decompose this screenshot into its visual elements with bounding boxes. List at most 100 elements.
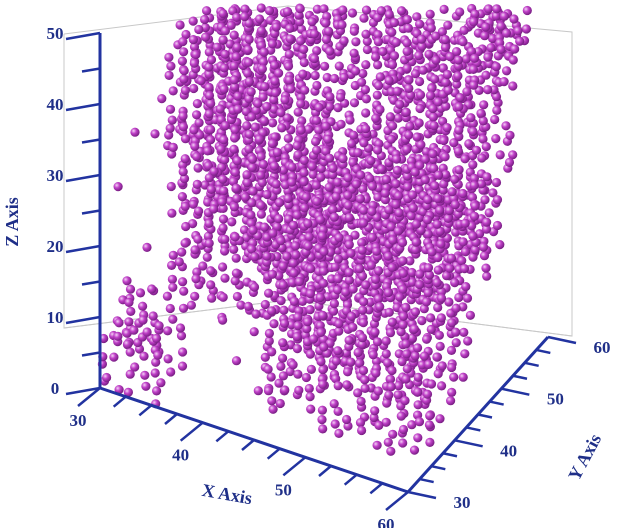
data-point xyxy=(447,362,457,373)
data-point xyxy=(447,387,457,397)
data-point xyxy=(433,265,443,275)
data-point xyxy=(415,269,425,279)
data-point xyxy=(226,20,236,30)
data-point xyxy=(231,183,241,193)
data-point xyxy=(229,244,239,254)
data-point xyxy=(355,194,365,204)
data-point xyxy=(262,189,272,200)
data-point xyxy=(293,107,303,117)
data-point xyxy=(441,170,451,180)
data-point xyxy=(402,46,412,57)
data-point xyxy=(333,285,343,295)
data-point xyxy=(293,312,303,322)
data-point xyxy=(492,105,502,115)
data-point xyxy=(323,134,333,144)
data-point xyxy=(334,326,344,336)
data-point xyxy=(415,279,425,290)
data-point xyxy=(177,56,187,66)
data-point xyxy=(219,63,229,73)
data-point xyxy=(142,327,152,337)
data-point xyxy=(482,172,492,182)
data-point xyxy=(482,271,492,281)
data-point xyxy=(296,125,306,135)
data-point xyxy=(299,44,309,55)
data-point xyxy=(429,121,439,131)
data-point xyxy=(280,95,290,105)
data-point xyxy=(434,330,444,340)
data-point xyxy=(267,347,277,357)
data-point xyxy=(164,70,174,80)
data-point xyxy=(367,206,377,216)
data-point xyxy=(501,121,511,131)
data-point xyxy=(229,75,239,85)
data-point xyxy=(280,385,290,395)
data-point xyxy=(462,87,472,97)
data-point xyxy=(414,417,425,427)
data-point xyxy=(392,154,402,164)
data-point xyxy=(343,367,353,377)
data-point xyxy=(334,319,344,329)
data-point xyxy=(298,69,308,79)
data-point xyxy=(181,221,191,232)
data-point xyxy=(387,365,397,376)
data-point xyxy=(192,152,202,162)
data-point xyxy=(453,71,463,81)
data-point xyxy=(276,236,286,246)
data-point xyxy=(370,406,380,416)
data-point xyxy=(180,154,190,164)
data-point xyxy=(461,282,471,292)
data-point xyxy=(491,92,502,102)
data-point xyxy=(162,291,172,301)
data-point xyxy=(243,68,253,78)
data-point xyxy=(492,4,502,14)
data-point xyxy=(440,152,450,162)
data-point xyxy=(495,240,505,250)
data-point xyxy=(206,124,216,135)
data-point xyxy=(191,274,201,284)
z-tick-mark xyxy=(65,244,101,254)
data-point xyxy=(415,19,425,29)
data-point xyxy=(413,400,423,410)
data-point xyxy=(275,398,285,409)
data-point xyxy=(230,82,240,92)
data-point xyxy=(209,204,219,214)
data-point xyxy=(356,396,366,406)
y-axis-title: Y Axis xyxy=(564,430,605,483)
data-point xyxy=(220,121,230,131)
data-point xyxy=(343,173,353,183)
data-point xyxy=(349,48,359,58)
data-point xyxy=(344,213,354,223)
x-axis-title: X Axis xyxy=(200,480,253,508)
data-point xyxy=(481,224,492,234)
data-point xyxy=(113,182,123,192)
data-point xyxy=(464,139,474,149)
y-minor-tick xyxy=(477,413,493,419)
data-point xyxy=(209,166,219,176)
data-point xyxy=(343,200,353,210)
data-point xyxy=(361,94,371,104)
data-point xyxy=(451,303,461,313)
data-point xyxy=(466,113,476,123)
data-point xyxy=(431,31,441,41)
data-point xyxy=(257,177,267,188)
data-point xyxy=(305,289,315,299)
data-point xyxy=(299,155,309,165)
data-point xyxy=(114,385,124,395)
data-point xyxy=(373,29,383,40)
data-point xyxy=(284,75,294,85)
data-point xyxy=(424,49,434,59)
data-point xyxy=(359,138,369,148)
data-point xyxy=(342,380,352,390)
data-point xyxy=(293,321,303,331)
data-point xyxy=(151,357,161,367)
data-point xyxy=(435,414,445,424)
z-tick-label: 30 xyxy=(47,166,64,185)
data-point xyxy=(232,291,242,302)
data-point xyxy=(219,186,229,196)
data-point xyxy=(432,278,442,288)
data-point xyxy=(357,425,367,436)
data-point xyxy=(431,55,441,65)
data-point xyxy=(429,163,439,173)
data-point xyxy=(147,284,157,294)
data-point xyxy=(316,172,326,182)
